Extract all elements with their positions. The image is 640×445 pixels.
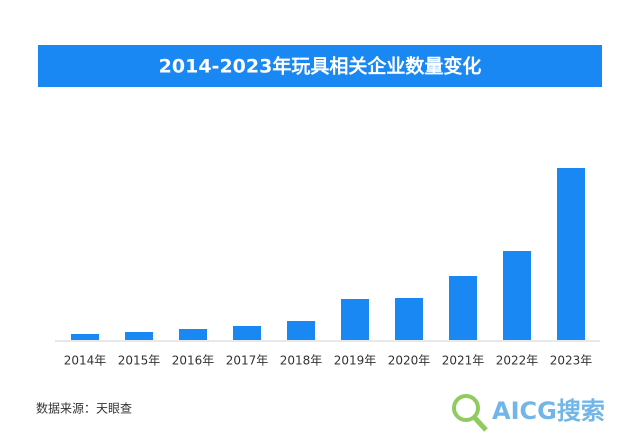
watermark-icon <box>472 415 488 432</box>
title-banner <box>38 45 602 87</box>
bar <box>287 321 315 340</box>
bar <box>503 251 531 340</box>
bar <box>233 326 261 340</box>
watermark: AICG搜索 <box>452 394 605 432</box>
x-tick-label: 2017年 <box>226 354 269 368</box>
watermark-icon <box>452 394 480 422</box>
x-tick-label: 2018年 <box>280 354 323 368</box>
bar <box>449 276 477 340</box>
bar <box>71 334 99 340</box>
watermark-text: AICG搜索 <box>492 397 605 425</box>
x-tick-label: 2020年 <box>388 354 431 368</box>
bar <box>125 332 153 340</box>
bar <box>557 168 585 340</box>
chart-title: 2014-2023年玩具相关企业数量变化 <box>159 55 482 78</box>
x-tick-label: 2019年 <box>334 354 377 368</box>
x-tick-label: 2023年 <box>550 354 593 368</box>
bar <box>179 329 207 340</box>
bar <box>341 299 369 340</box>
x-tick-label: 2014年 <box>64 354 107 368</box>
source-note: 数据来源：天眼查 <box>36 401 132 416</box>
x-tick-label: 2021年 <box>442 354 485 368</box>
x-tick-label: 2022年 <box>496 354 539 368</box>
x-tick-label: 2016年 <box>172 354 215 368</box>
x-tick-label: 2015年 <box>118 354 161 368</box>
bar <box>395 298 423 340</box>
